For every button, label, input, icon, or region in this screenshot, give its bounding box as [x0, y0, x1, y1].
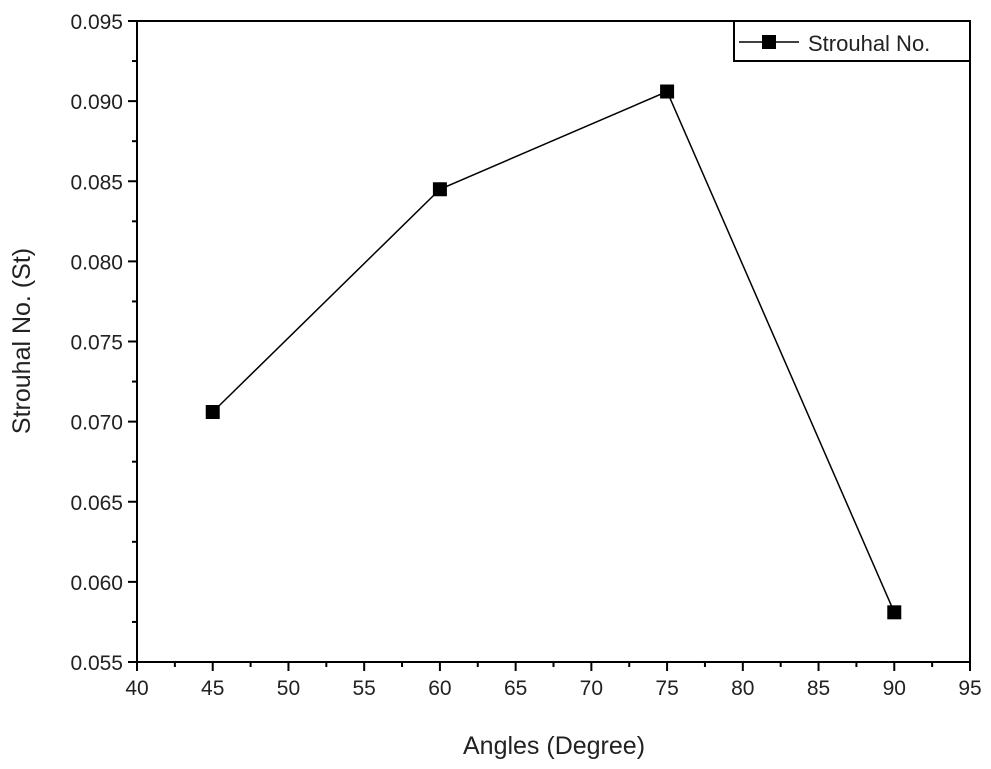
data-point: [660, 84, 675, 99]
y-tick-label: 0.065: [70, 492, 123, 515]
y-tick-label: 0.060: [70, 572, 123, 595]
y-tick-label: 0.055: [70, 652, 123, 675]
y-tick-label: 0.080: [70, 251, 123, 274]
x-tick-label: 75: [655, 677, 678, 700]
series-line: [212, 90, 895, 613]
y-tick-label: 0.085: [70, 171, 123, 194]
x-tick-label: 85: [807, 677, 830, 700]
legend: Strouhal No.: [733, 20, 971, 62]
x-tick-label: 80: [731, 677, 754, 700]
x-tick-label: 60: [428, 677, 451, 700]
x-tick-label: 70: [580, 677, 603, 700]
x-tick-label: 45: [201, 677, 224, 700]
y-tick-label: 0.095: [70, 11, 123, 34]
x-tick-label: 55: [353, 677, 376, 700]
x-tick-label: 50: [277, 677, 300, 700]
x-axis-title: Angles (Degree): [463, 732, 645, 760]
x-tick-label: 40: [125, 677, 148, 700]
x-tick-label: 90: [883, 677, 906, 700]
legend-label: Strouhal No.: [808, 31, 930, 56]
data-point: [205, 405, 220, 420]
y-tick-label: 0.075: [70, 332, 123, 355]
x-tick-label: 95: [958, 677, 981, 700]
x-tick-label: 65: [504, 677, 527, 700]
plot-frame: [136, 20, 971, 663]
data-point: [432, 182, 447, 197]
y-tick-label: 0.090: [70, 91, 123, 114]
data-point: [887, 605, 902, 620]
y-axis-title: Strouhal No. (St): [8, 248, 36, 434]
y-tick-label: 0.070: [70, 412, 123, 435]
legend-marker: [762, 35, 776, 49]
